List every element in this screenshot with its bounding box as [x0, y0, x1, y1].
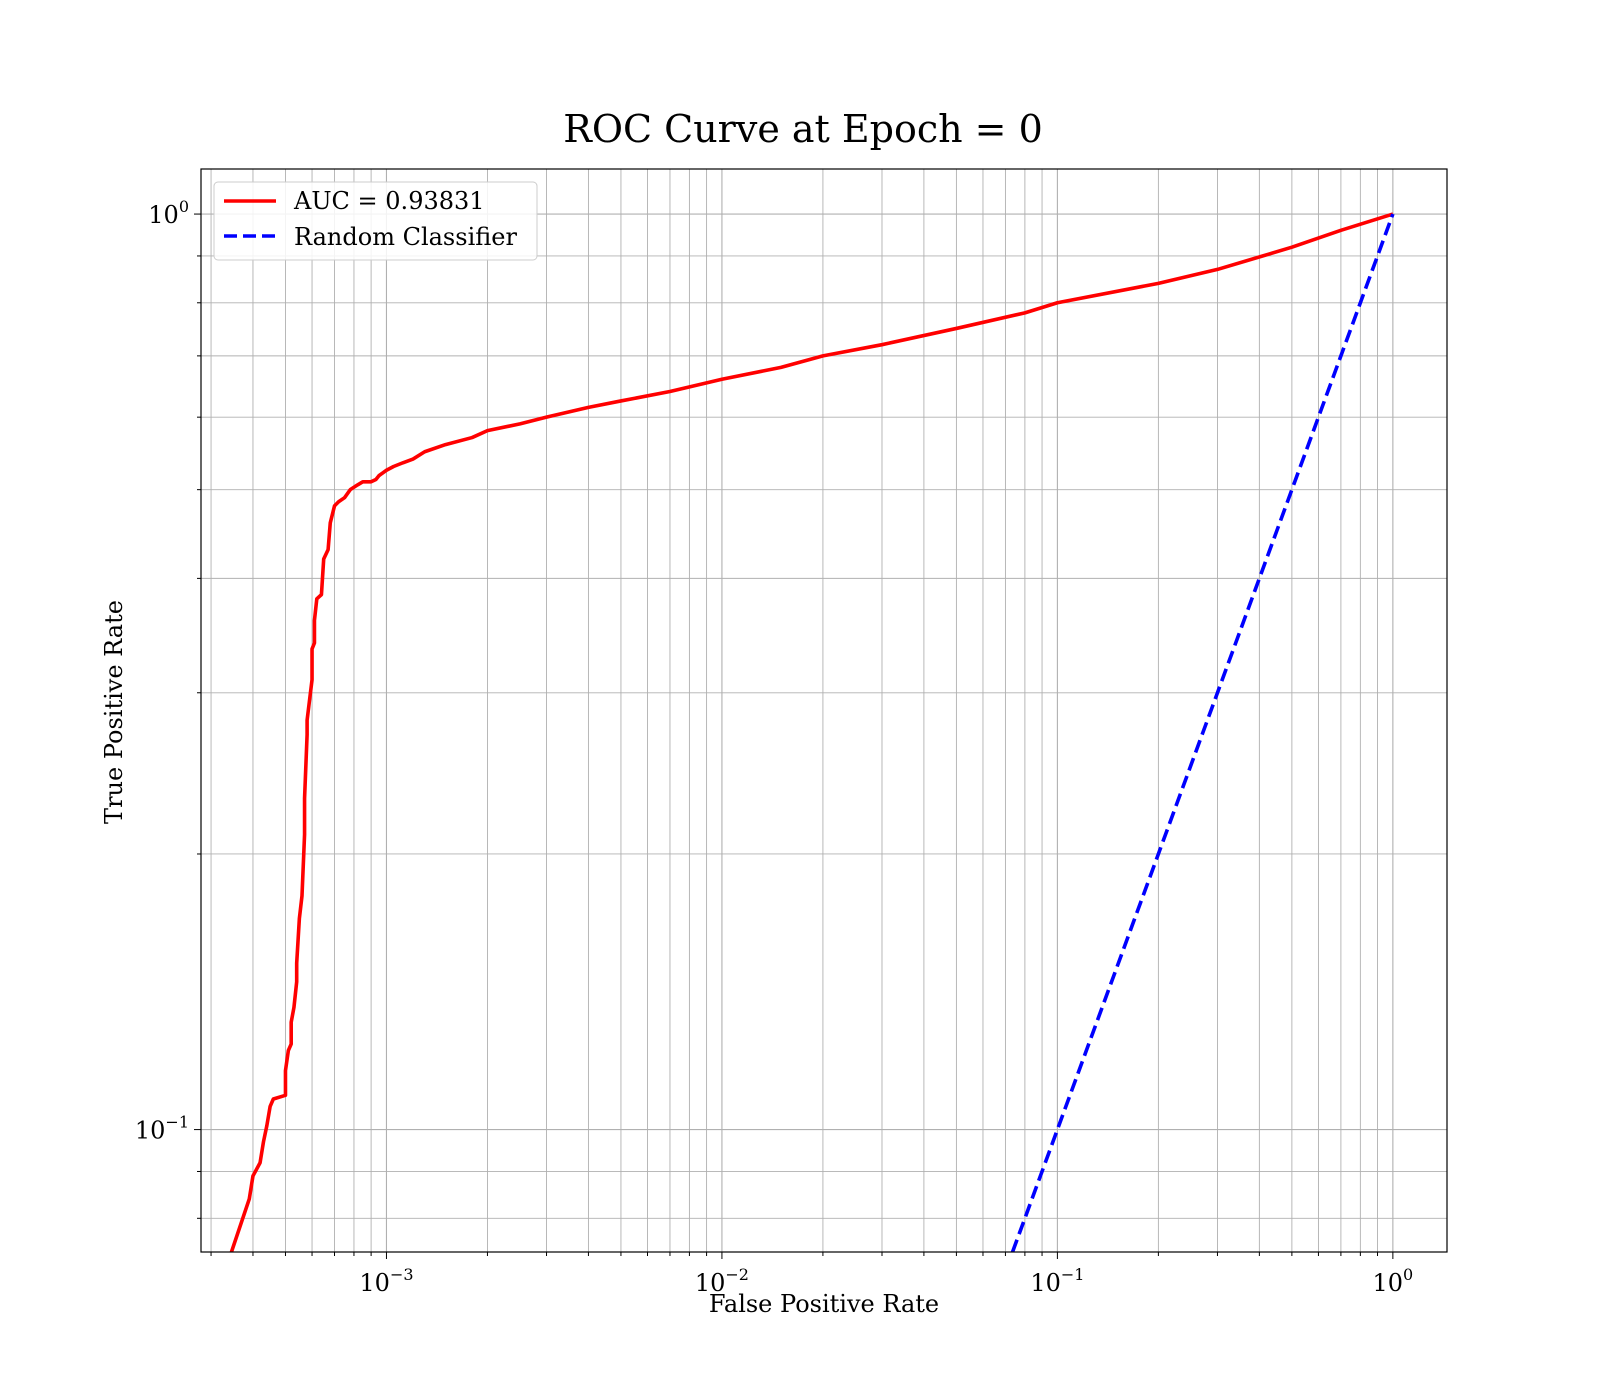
legend-label-random: Random Classifier	[294, 223, 517, 251]
series-layer	[229, 212, 1395, 1252]
tick-layer	[194, 213, 1394, 1259]
grid-layer	[201, 169, 1447, 1252]
x-tick-label: 10−1	[1030, 1265, 1084, 1297]
x-tick-label: 10−3	[359, 1265, 413, 1297]
random-classifier-line	[1010, 213, 1395, 1252]
plot-frame	[200, 168, 1448, 1253]
x-tick-label: 100	[1372, 1265, 1413, 1297]
x-tick-labels: 10−3 10−2 10−1 100	[359, 1265, 1413, 1297]
chart-title: ROC Curve at Epoch = 0	[563, 107, 1043, 151]
y-tick-label: 100	[148, 197, 189, 229]
y-tick-labels: 10−1 100	[135, 197, 189, 1145]
legend: AUC = 0.93831 Random Classifier	[213, 181, 538, 261]
legend-box	[213, 181, 538, 261]
y-axis-label: True Positive Rate	[100, 600, 128, 824]
x-axis-label: False Positive Rate	[709, 1290, 939, 1318]
legend-label-auc: AUC = 0.93831	[293, 187, 485, 215]
roc-curve-line	[229, 212, 1394, 1252]
y-tick-label: 10−1	[135, 1113, 189, 1145]
x-tick-label: 10−2	[695, 1265, 749, 1297]
